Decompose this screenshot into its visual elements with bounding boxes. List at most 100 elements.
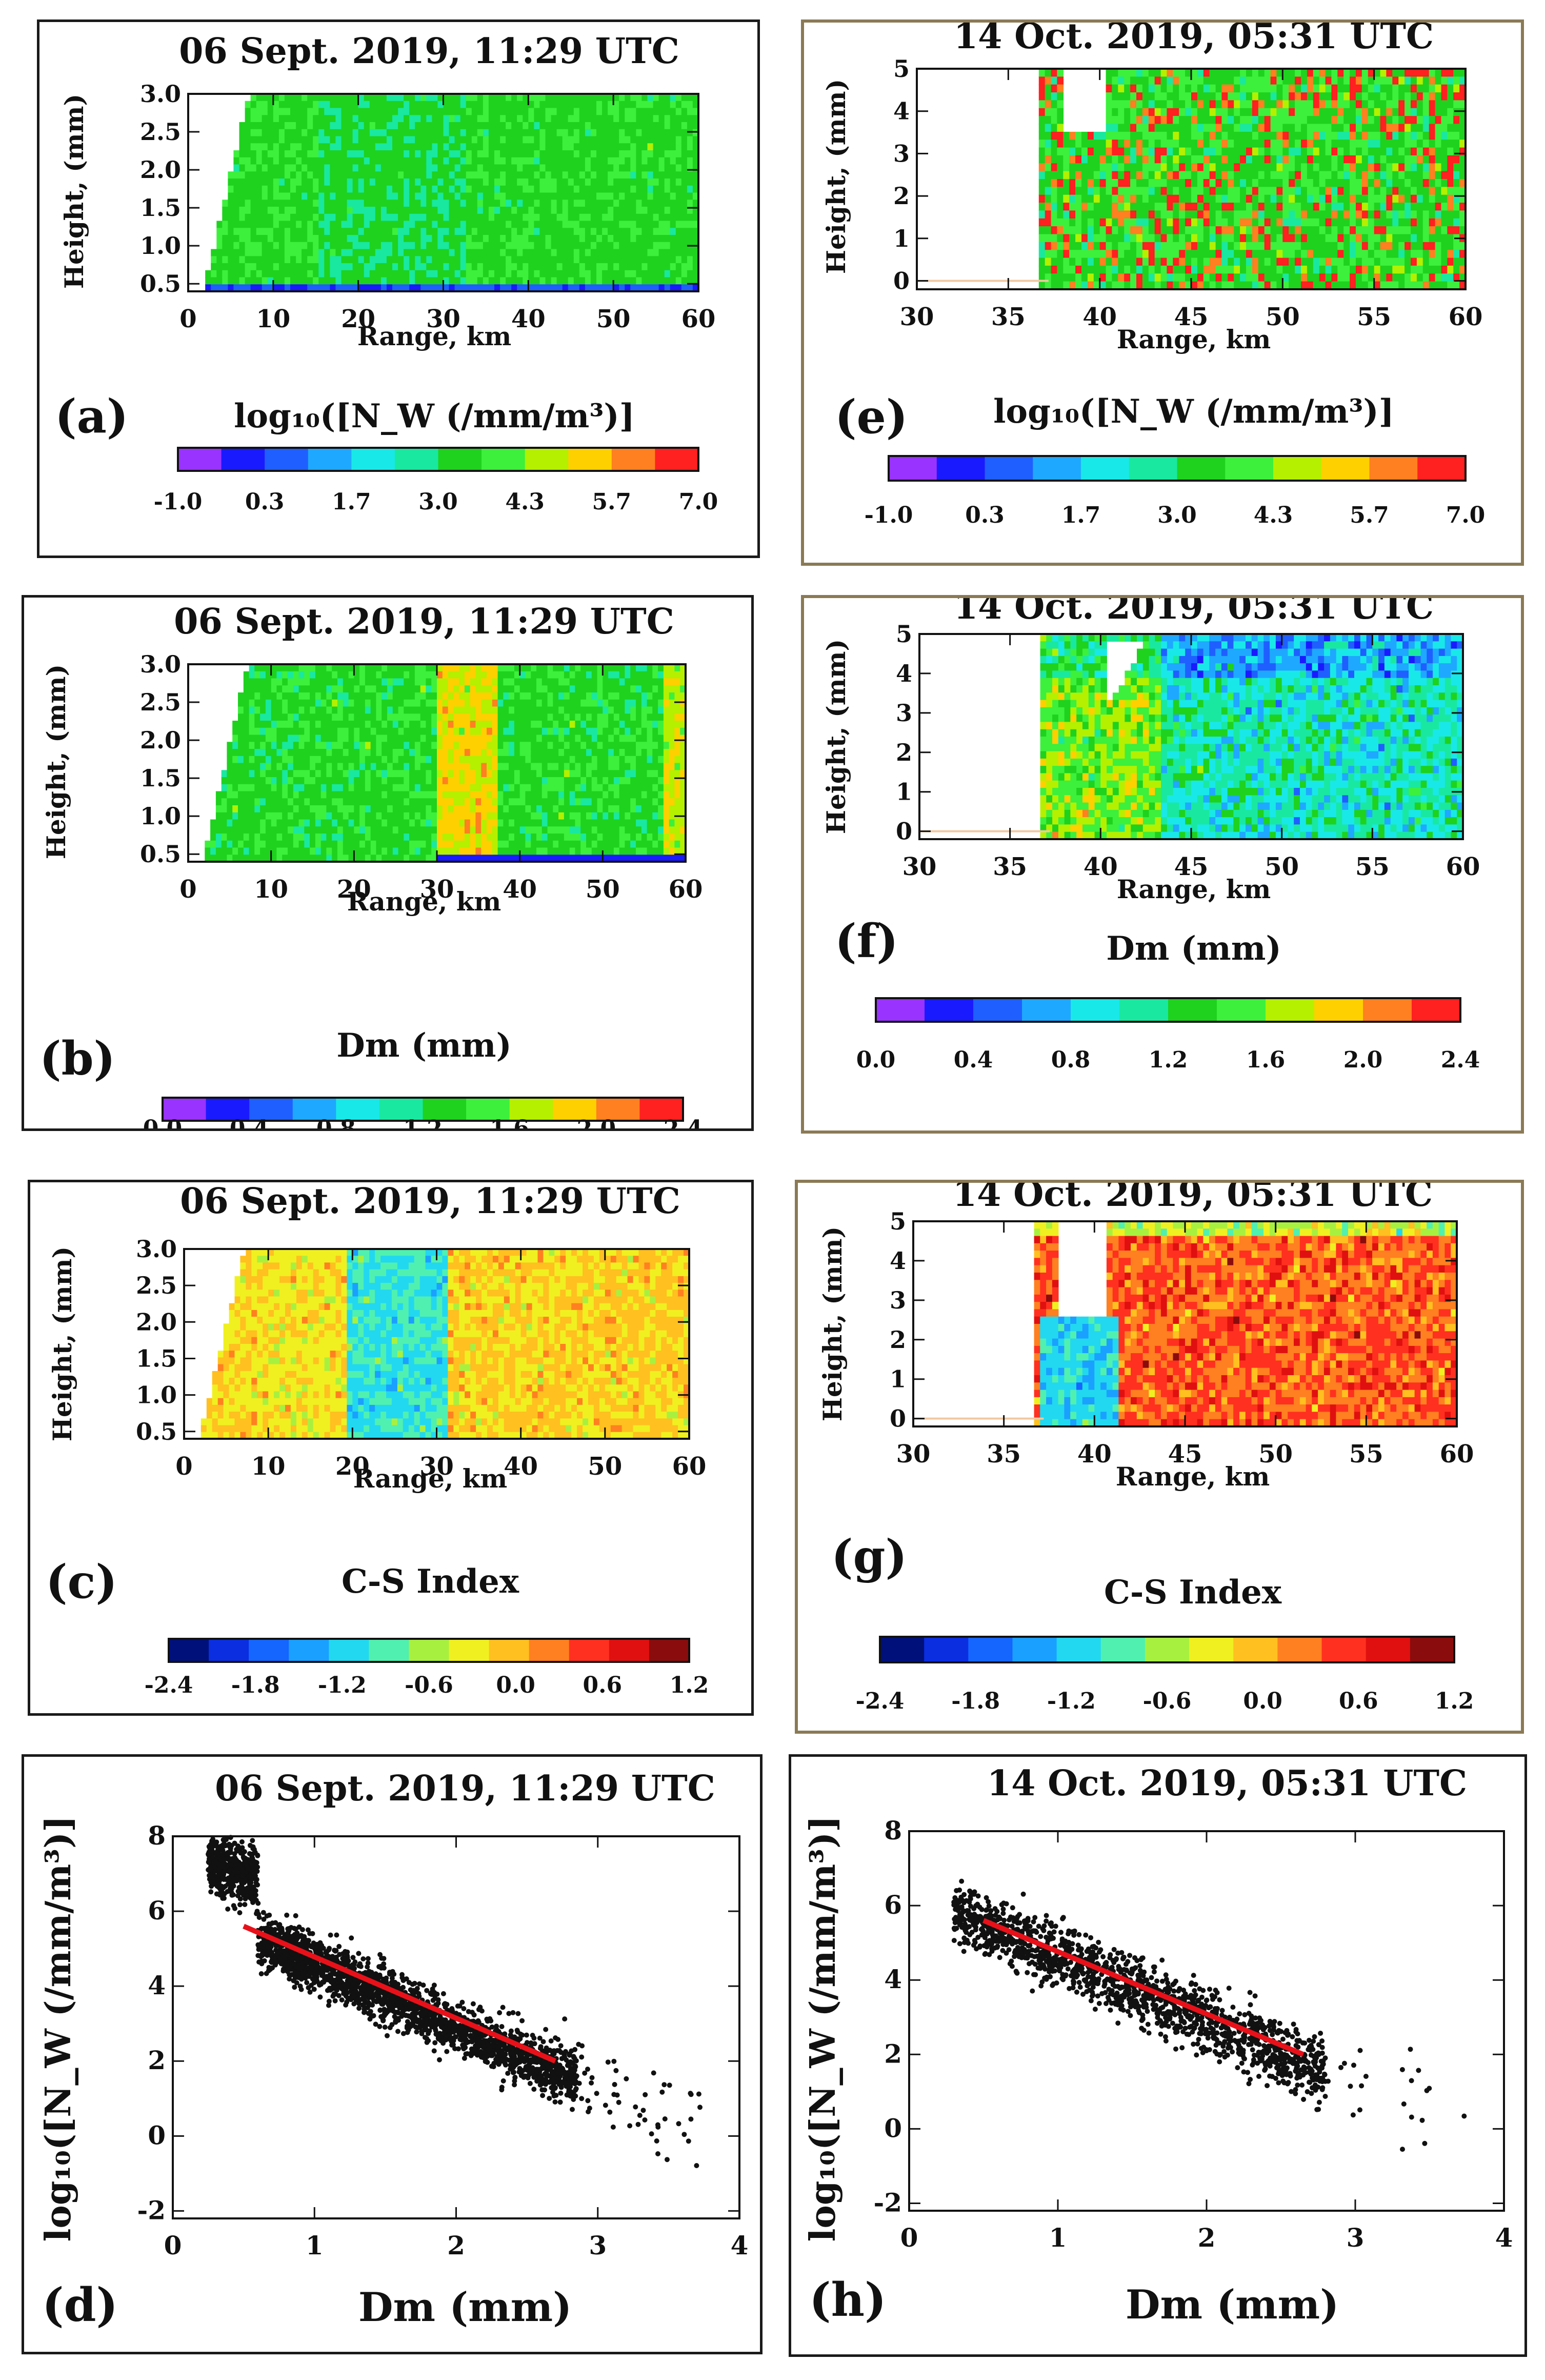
heatmap-cell: [249, 735, 255, 743]
heatmap-cell: [494, 249, 500, 257]
heatmap-cell: [370, 685, 377, 693]
heatmap-cell: [534, 277, 540, 285]
heatmap-cell: [254, 847, 260, 856]
heatmap-cell: [420, 805, 427, 813]
heatmap-cell: [525, 706, 531, 715]
heatmap-cell: [558, 699, 565, 707]
heatmap-cell: [380, 284, 387, 292]
heatmap-cell: [564, 706, 570, 715]
heatmap-cell: [324, 200, 331, 207]
heatmap-cell: [284, 157, 291, 165]
heatmap-cell: [257, 1330, 263, 1338]
heatmap-cell: [337, 721, 344, 728]
heatmap-cell: [332, 713, 338, 721]
heatmap-cell: [318, 213, 325, 222]
heatmap-cell: [658, 706, 664, 715]
heatmap-cell: [481, 847, 487, 856]
heatmap-cell: [288, 756, 294, 764]
heatmap-cell: [409, 108, 416, 116]
heatmap-cell: [420, 284, 427, 292]
heatmap-cell: [205, 855, 211, 862]
heatmap-cell: [293, 742, 299, 749]
heatmap-cell: [392, 713, 399, 721]
heatmap-cell: [302, 256, 308, 264]
heatmap-cell: [240, 1330, 247, 1338]
heatmap-cell: [664, 122, 671, 130]
heatmap-cell: [556, 192, 563, 201]
heatmap-cell: [246, 1317, 252, 1324]
heatmap-cell: [523, 284, 529, 292]
heatmap-cell: [359, 671, 366, 679]
heatmap-cell: [387, 791, 393, 799]
heatmap-cell: [459, 834, 465, 841]
heatmap-cell: [525, 671, 531, 679]
heatmap-cell: [503, 847, 509, 856]
heatmap-cell: [243, 692, 250, 700]
heatmap-cell: [658, 164, 665, 172]
heatmap-cell: [229, 1351, 235, 1358]
heatmap-cell: [318, 101, 325, 109]
heatmap-cell: [296, 221, 302, 229]
heatmap-cell: [603, 742, 609, 749]
heatmap-cell: [558, 763, 565, 771]
heatmap-cell: [539, 129, 546, 137]
heatmap-cell: [382, 664, 388, 672]
heatmap-cell: [586, 805, 592, 813]
heatmap-cell: [335, 185, 342, 193]
heatmap-cell: [298, 721, 305, 728]
heatmap-cell: [551, 221, 557, 229]
heatmap-cell: [658, 685, 664, 693]
heatmap-cell: [663, 784, 670, 792]
heatmap-cell: [318, 157, 325, 165]
heatmap-cell: [358, 164, 365, 172]
heatmap-cell: [262, 270, 268, 278]
heatmap-cell: [343, 784, 349, 792]
heatmap-cell: [260, 749, 266, 757]
heatmap-cell: [531, 713, 537, 721]
heatmap-cell: [547, 826, 554, 834]
heatmap-cell: [536, 798, 543, 806]
heatmap-cell: [376, 855, 382, 862]
heatmap-cell: [630, 798, 636, 806]
heatmap-cell: [246, 1351, 252, 1358]
heatmap-cell: [500, 185, 506, 193]
heatmap-cell: [466, 179, 472, 186]
heatmap-cell: [254, 664, 260, 672]
heatmap-cell: [392, 235, 398, 243]
heatmap-cell: [387, 763, 393, 771]
heatmap-cell: [608, 777, 614, 785]
heatmap-cell: [464, 819, 471, 827]
heatmap-cell: [232, 805, 238, 813]
heatmap-cell: [575, 834, 581, 841]
heatmap-cell: [674, 855, 680, 862]
heatmap-cell: [494, 277, 500, 285]
heatmap-cell: [239, 207, 246, 214]
heatmap-cell: [271, 812, 277, 820]
heatmap-cell: [670, 263, 676, 271]
heatmap-cell: [386, 228, 393, 235]
heatmap-cell: [680, 784, 686, 792]
heatmap-cell: [250, 108, 257, 116]
heatmap-cell: [477, 249, 484, 257]
heatmap-cell: [453, 756, 459, 764]
heatmap-cell: [613, 221, 620, 229]
heatmap-cell: [528, 249, 535, 257]
colorbar-swatch: [655, 448, 699, 471]
heatmap-cell: [477, 242, 484, 250]
heatmap-cell: [514, 664, 520, 672]
heatmap-cell: [509, 735, 515, 743]
heatmap-cell: [332, 847, 338, 856]
heatmap-cell: [459, 840, 465, 848]
heatmap-cell: [608, 284, 614, 292]
heatmap-cell: [239, 284, 246, 292]
heatmap-cell: [590, 249, 597, 257]
heatmap-cell: [290, 143, 296, 151]
heatmap-cell: [466, 143, 472, 151]
heatmap-cell: [531, 664, 537, 672]
heatmap-cell: [448, 798, 454, 806]
heatmap-cell: [519, 770, 526, 778]
heatmap-cell: [380, 108, 387, 116]
heatmap-cell: [597, 763, 604, 771]
heatmap-cell: [630, 192, 637, 201]
heatmap-cell: [343, 826, 349, 834]
